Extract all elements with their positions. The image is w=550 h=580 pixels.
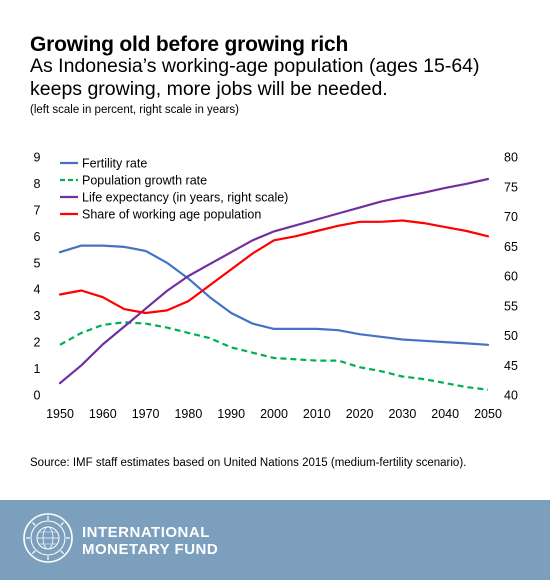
legend-label-0: Fertility rate <box>82 157 147 171</box>
y-right-tick-label: 60 <box>504 270 518 284</box>
series-line-1 <box>59 321 489 391</box>
y-left-tick-label: 8 <box>34 177 41 191</box>
x-tick-label: 1980 <box>174 407 202 421</box>
y-left-tick-label: 1 <box>34 362 41 376</box>
imf-wordmark: INTERNATIONAL MONETARY FUND <box>82 524 218 558</box>
org-name-line2: MONETARY FUND <box>82 541 219 558</box>
y-left-tick-label: 6 <box>34 230 41 244</box>
chart-subtitle: As Indonesia’s working-age population (a… <box>30 55 480 100</box>
legend-label-3: Share of working age population <box>82 208 261 222</box>
y-left-tick-label: 3 <box>34 309 41 323</box>
y-right-tick-label: 80 <box>504 151 518 165</box>
y-left-tick-label: 2 <box>34 336 41 350</box>
x-tick-label: 2050 <box>474 407 502 421</box>
org-name-line1: INTERNATIONAL <box>82 524 210 541</box>
x-tick-label: 2000 <box>260 407 288 421</box>
y-left-tick-label: 0 <box>34 389 41 403</box>
y-left-tick-label: 4 <box>34 283 41 297</box>
series-line-2 <box>58 177 490 385</box>
chart-title: Growing old before growing rich <box>30 33 349 56</box>
x-tick-label: 2020 <box>346 407 374 421</box>
source-note: Source: IMF staff estimates based on Uni… <box>30 457 467 469</box>
x-tick-label: 1970 <box>132 407 160 421</box>
x-tick-label: 2030 <box>388 407 416 421</box>
legend: Fertility rate Population growth rate Life… <box>60 157 288 222</box>
y-left-tick-label: 9 <box>34 151 41 165</box>
imf-footer: INTERNATIONAL MONETARY FUND <box>0 500 550 580</box>
y-right-tick-label: 45 <box>504 359 518 373</box>
x-tick-label: 1990 <box>217 407 245 421</box>
x-tick-label: 2040 <box>431 407 459 421</box>
x-tick-label: 1950 <box>46 407 74 421</box>
imf-seal-icon <box>23 513 73 563</box>
x-tick-label: 2010 <box>303 407 331 421</box>
y-right-tick-label: 55 <box>504 299 518 313</box>
series-line-3 <box>58 219 490 315</box>
y-left-tick-label: 5 <box>34 256 41 270</box>
y-right-tick-label: 70 <box>504 210 518 224</box>
legend-label-2: Life expectancy (in years, right scale) <box>82 191 288 205</box>
series-line-0 <box>58 244 490 346</box>
series-lines <box>58 177 490 391</box>
x-tick-label: 1960 <box>89 407 117 421</box>
legend-label-1: Population growth rate <box>82 174 207 188</box>
y-left-tick-label: 7 <box>34 203 41 217</box>
y-right-tick-label: 65 <box>504 240 518 254</box>
y-right-tick-label: 50 <box>504 329 518 343</box>
scale-note: (left scale in percent, right scale in y… <box>30 104 240 116</box>
y-right-tick-label: 75 <box>504 180 518 194</box>
y-right-tick-label: 40 <box>504 389 518 403</box>
